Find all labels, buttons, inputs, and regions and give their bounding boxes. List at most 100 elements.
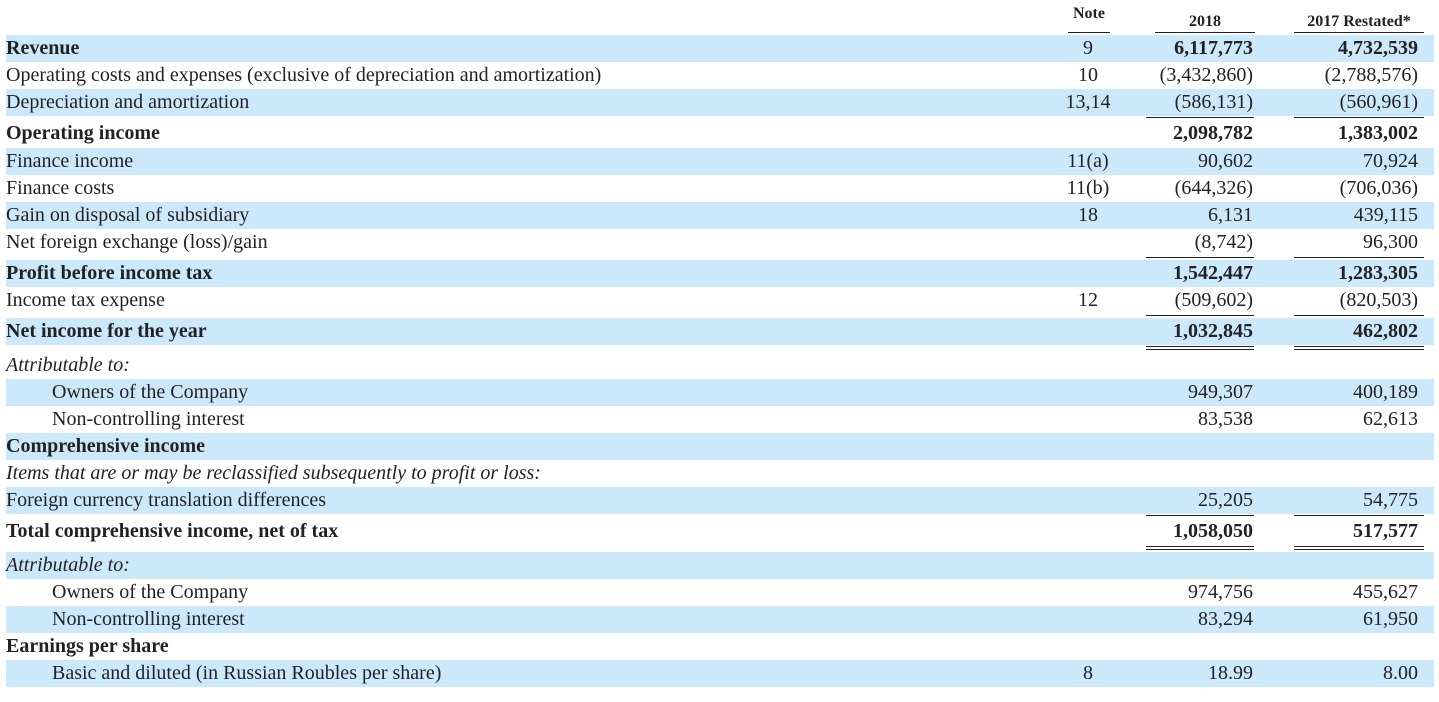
row-attributable-to-heading: Attributable to: — [6, 552, 1434, 579]
note-ref: 18 — [1078, 204, 1098, 226]
value-2018: 83,294 — [1198, 608, 1253, 630]
value-2017: 455,627 — [1353, 581, 1418, 603]
value-2018: 2,098,782 — [1173, 122, 1253, 144]
note-ref: 12 — [1078, 289, 1098, 311]
value-2017: (560,961) — [1339, 91, 1418, 113]
value-2017: 4,732,539 — [1338, 37, 1418, 59]
row-owners-of-company: Owners of the Company 974,756 455,627 — [6, 579, 1434, 606]
value-2017: 62,613 — [1363, 408, 1418, 430]
row-operating-costs: Operating costs and expenses (exclusive … — [6, 62, 1434, 89]
row-foreign-currency-translation: Foreign currency translation differences… — [6, 487, 1434, 514]
row-label: Finance income — [6, 150, 134, 172]
subtotal-rule-2017 — [1294, 257, 1424, 258]
value-2017: 1,383,002 — [1338, 122, 1418, 144]
value-2018: (586,131) — [1174, 91, 1253, 113]
row-profit-before-tax: Profit before income tax 1,542,447 1,283… — [6, 260, 1434, 287]
value-2018: 974,756 — [1188, 581, 1253, 603]
note-ref: 11(b) — [1066, 177, 1110, 199]
value-2018: (644,326) — [1174, 177, 1253, 199]
value-2018: 1,032,845 — [1173, 320, 1253, 342]
row-label: Operating costs and expenses (exclusive … — [6, 64, 602, 86]
value-2017: 439,115 — [1353, 204, 1418, 226]
row-label: Owners of the Company — [52, 381, 249, 403]
row-label: Items that are or may be reclassified su… — [6, 462, 541, 484]
row-label: Non-controlling interest — [52, 408, 245, 430]
header-rule-2017 — [1294, 32, 1424, 33]
row-earnings-per-share-heading: Earnings per share — [6, 633, 1434, 660]
double-rule-2018-b — [1146, 549, 1254, 550]
row-label: Comprehensive income — [6, 435, 206, 457]
row-attributable-to-heading: Attributable to: — [6, 352, 1434, 379]
row-label: Total comprehensive income, net of tax — [6, 520, 339, 542]
row-label: Profit before income tax — [6, 262, 213, 284]
double-rule-2017-b — [1294, 549, 1424, 550]
value-2017: (2,788,576) — [1324, 64, 1418, 86]
value-2018: (3,432,860) — [1159, 64, 1253, 86]
subtotal-rule-2018 — [1146, 515, 1254, 516]
header-2017-restated: 2017 Restated* — [1307, 13, 1411, 30]
row-label: Attributable to: — [6, 554, 130, 576]
double-rule-2017-a — [1294, 346, 1424, 347]
row-label: Attributable to: — [6, 354, 130, 376]
row-operating-income: Operating income 2,098,782 1,383,002 — [6, 120, 1434, 147]
row-income-tax-expense: Income tax expense 12 (509,602) (820,503… — [6, 287, 1434, 314]
row-label: Earnings per share — [6, 635, 169, 657]
row-label: Owners of the Company — [52, 581, 249, 603]
row-label: Gain on disposal of subsidiary — [6, 204, 250, 226]
subtotal-rule-2017 — [1294, 315, 1424, 316]
value-2018: 83,538 — [1198, 408, 1253, 430]
subtotal-rule-2017 — [1294, 117, 1424, 118]
row-net-foreign-exchange: Net foreign exchange (loss)/gain (8,742)… — [6, 229, 1434, 256]
note-ref: 8 — [1083, 662, 1093, 684]
row-net-income: Net income for the year 1,032,845 462,80… — [6, 318, 1434, 345]
row-label: Finance costs — [6, 177, 115, 199]
row-finance-costs: Finance costs 11(b) (644,326) (706,036) — [6, 175, 1434, 202]
double-rule-2018-b — [1146, 349, 1254, 350]
row-label: Foreign currency translation differences — [6, 489, 327, 511]
row-non-controlling-interest: Non-controlling interest 83,294 61,950 — [6, 606, 1434, 633]
row-depreciation: Depreciation and amortization 13,14 (586… — [6, 89, 1434, 116]
row-total-comprehensive-income: Total comprehensive income, net of tax 1… — [6, 518, 1434, 545]
value-2018: 6,117,773 — [1174, 37, 1253, 59]
header-rule-note — [1068, 32, 1110, 33]
value-2018: 6,131 — [1208, 204, 1253, 226]
value-2018: (509,602) — [1174, 289, 1253, 311]
note-ref: 11(a) — [1067, 150, 1109, 172]
row-label: Basic and diluted (in Russian Roubles pe… — [52, 662, 442, 684]
note-ref: 9 — [1083, 37, 1093, 59]
value-2017: 70,924 — [1363, 150, 1418, 172]
double-rule-2018-a — [1146, 346, 1254, 347]
row-label: Income tax expense — [6, 289, 165, 311]
subtotal-rule-2017 — [1294, 515, 1424, 516]
row-reclassified-items-heading: Items that are or may be reclassified su… — [6, 460, 1434, 487]
row-non-controlling-interest: Non-controlling interest 83,538 62,613 — [6, 406, 1434, 433]
row-gain-on-disposal: Gain on disposal of subsidiary 18 6,131 … — [6, 202, 1434, 229]
double-rule-2018-a — [1146, 546, 1254, 547]
row-revenue: Revenue 9 6,117,773 4,732,539 — [6, 35, 1434, 62]
double-rule-2017-a — [1294, 546, 1424, 547]
row-label: Net foreign exchange (loss)/gain — [6, 231, 268, 253]
row-label: Net income for the year — [6, 320, 207, 342]
value-2018: 25,205 — [1198, 489, 1253, 511]
note-ref: 13,14 — [1065, 91, 1111, 113]
value-2017: 54,775 — [1363, 489, 1418, 511]
row-label: Non-controlling interest — [52, 608, 245, 630]
value-2017: 8.00 — [1383, 662, 1418, 684]
value-2017: 400,189 — [1353, 381, 1418, 403]
header-2018: 2018 — [1189, 13, 1221, 30]
value-2018: 1,058,050 — [1173, 520, 1253, 542]
subtotal-rule-2018 — [1146, 315, 1254, 316]
header-note: Note — [1073, 5, 1105, 22]
row-label: Depreciation and amortization — [6, 91, 250, 113]
value-2017: (820,503) — [1339, 289, 1418, 311]
row-owners-of-company: Owners of the Company 949,307 400,189 — [6, 379, 1434, 406]
double-rule-2017-b — [1294, 349, 1424, 350]
value-2018: 949,307 — [1188, 381, 1253, 403]
row-comprehensive-income-heading: Comprehensive income — [6, 433, 1434, 460]
value-2017: (706,036) — [1339, 177, 1418, 199]
value-2017: 517,577 — [1353, 520, 1418, 542]
row-basic-and-diluted-eps: Basic and diluted (in Russian Roubles pe… — [6, 660, 1434, 687]
value-2018: (8,742) — [1194, 231, 1253, 253]
header-rule-2018 — [1155, 32, 1255, 33]
